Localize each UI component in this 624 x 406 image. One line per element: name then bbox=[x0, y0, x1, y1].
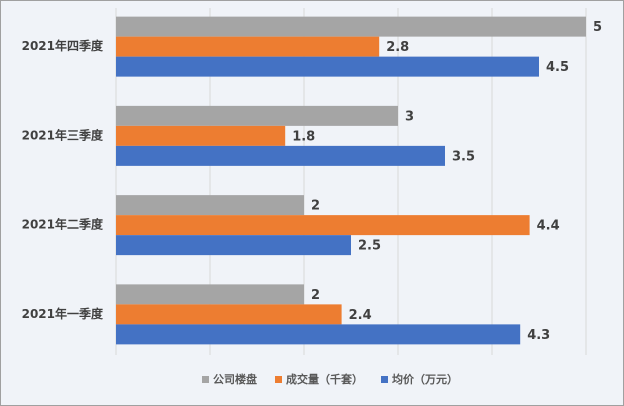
bar bbox=[116, 16, 586, 37]
value-label: 4.5 bbox=[546, 60, 569, 75]
value-label: 5 bbox=[593, 20, 602, 35]
legend-label: 均价（万元） bbox=[392, 372, 458, 386]
bar bbox=[116, 145, 445, 166]
bar bbox=[116, 284, 304, 305]
bar bbox=[116, 36, 380, 57]
bar bbox=[116, 304, 342, 325]
value-label: 2.8 bbox=[386, 40, 409, 55]
bar bbox=[116, 195, 304, 216]
legend-label: 成交量（千套） bbox=[286, 372, 363, 386]
value-label: 1.8 bbox=[292, 129, 315, 144]
category-label: 2021年三季度 bbox=[22, 127, 104, 142]
value-label: 2.4 bbox=[349, 308, 372, 323]
value-label: 2 bbox=[311, 288, 320, 303]
legend-swatch bbox=[275, 376, 282, 383]
value-label: 3 bbox=[405, 109, 414, 124]
category-label: 2021年四季度 bbox=[22, 38, 104, 53]
value-label: 4.4 bbox=[537, 219, 560, 234]
legend-label: 公司楼盘 bbox=[213, 372, 257, 386]
bar bbox=[116, 235, 351, 256]
bar bbox=[116, 56, 539, 77]
category-label: 2021年二季度 bbox=[22, 217, 104, 232]
category-label: 2021年一季度 bbox=[22, 306, 104, 321]
legend-swatch bbox=[381, 376, 388, 383]
bar bbox=[116, 324, 521, 345]
bar bbox=[116, 105, 398, 126]
legend-swatch bbox=[202, 376, 209, 383]
bar bbox=[116, 215, 530, 236]
value-label: 4.3 bbox=[527, 328, 550, 343]
value-label: 3.5 bbox=[452, 149, 475, 164]
value-label: 2.5 bbox=[358, 239, 381, 254]
value-label: 2 bbox=[311, 199, 320, 214]
bar bbox=[116, 125, 286, 146]
